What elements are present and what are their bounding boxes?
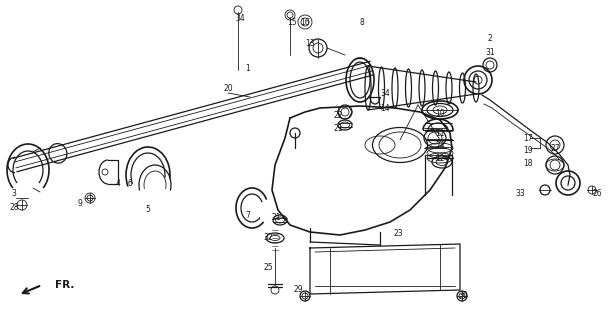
Text: 34: 34 [235,13,245,22]
Text: 22: 22 [333,110,343,119]
Text: 18: 18 [523,158,533,167]
Text: 5: 5 [146,205,151,214]
Text: 21: 21 [271,213,281,222]
Text: 20: 20 [223,84,233,92]
Text: 34: 34 [380,89,390,98]
Text: 7: 7 [246,211,251,220]
Text: 24: 24 [435,140,445,149]
Text: 16: 16 [300,18,310,27]
Text: 8: 8 [360,18,364,27]
Text: 14: 14 [380,103,390,113]
Text: 28: 28 [9,204,19,212]
Text: 2: 2 [487,34,492,43]
Text: 31: 31 [485,47,495,57]
Text: 1: 1 [246,63,250,73]
Text: 10: 10 [435,108,445,117]
Text: 23: 23 [393,228,403,237]
Text: FR.: FR. [55,280,74,290]
Text: 6: 6 [127,179,132,188]
Text: 13: 13 [305,38,315,47]
Text: 17: 17 [523,133,533,142]
Text: 33: 33 [515,188,525,197]
Text: 27: 27 [550,143,560,153]
Text: 4: 4 [115,179,120,188]
Text: 32: 32 [263,234,273,243]
Text: 26: 26 [592,188,602,197]
Text: 29: 29 [293,285,303,294]
Text: 25: 25 [263,263,273,273]
Text: 12: 12 [436,154,445,163]
Text: 19: 19 [523,146,533,155]
Text: 15: 15 [287,18,297,27]
Text: 3: 3 [12,188,16,197]
Text: 30: 30 [458,291,468,300]
Text: 9: 9 [77,198,82,207]
Text: 11: 11 [436,129,445,138]
Text: 21: 21 [333,124,343,132]
